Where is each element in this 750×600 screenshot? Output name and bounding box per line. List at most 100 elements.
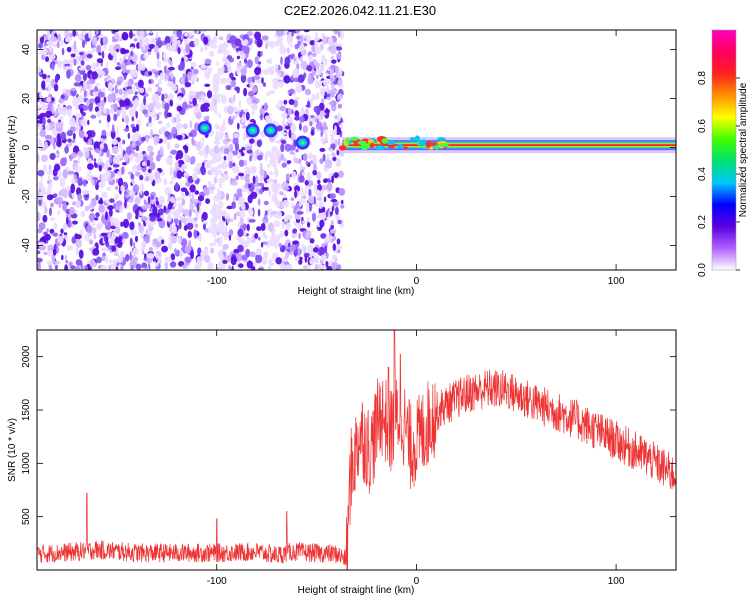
heatmap-noise-speckle [266, 92, 270, 96]
heatmap-noise-speckle [80, 107, 84, 115]
heatmap-noise-speckle [67, 138, 72, 143]
heatmap-noise-speckle [322, 88, 325, 97]
colorbar-tick-label: 0.2 [697, 215, 708, 229]
heatmap-noise-speckle [223, 155, 227, 161]
heatmap-noise-speckle [171, 234, 178, 244]
heatmap-noise-speckle [192, 68, 199, 75]
heatmap-noise-speckle [203, 45, 208, 51]
heatmap-noise-speckle [50, 202, 54, 208]
signal-band-blob [345, 137, 350, 144]
heatmap-noise-speckle [315, 121, 323, 130]
heatmap-noise-speckle [99, 197, 103, 204]
heatmap-noise-speckle [212, 232, 216, 238]
heatmap-noise-speckle [175, 135, 183, 140]
heatmap-noise-speckle [123, 74, 127, 80]
heatmap-noise-speckle [323, 178, 328, 183]
heatmap-noise-speckle [191, 193, 194, 203]
snr-x-ticks: -100 0 100 [207, 330, 625, 587]
heatmap-noise-speckle [196, 202, 200, 212]
heatmap-noise-speckle [224, 225, 228, 233]
heatmap-noise-speckle [304, 180, 309, 186]
heatmap-noise-speckle [100, 137, 107, 143]
heatmap-noise-speckle [214, 87, 218, 97]
heatmap-noise-speckle [171, 176, 176, 181]
heatmap-noise-speckle [255, 175, 259, 183]
heatmap-noise-speckle [301, 166, 306, 171]
heatmap-noise-speckle [267, 222, 274, 232]
heatmap-noise-speckle [87, 163, 94, 171]
heatmap-noise-speckle [38, 180, 44, 191]
colorbar-ticks: 0.0 0.2 0.4 0.6 0.8 [697, 71, 740, 277]
heatmap-noise-speckle [67, 108, 72, 117]
heatmap-noise-speckle [217, 207, 222, 216]
heatmap-noise-speckle [166, 142, 171, 150]
heatmap-noise-speckle [237, 228, 244, 237]
heatmap-noise-speckle [61, 47, 65, 56]
heatmap-noise-speckle [49, 153, 56, 160]
heatmap-noise-speckle [273, 213, 278, 218]
heatmap-noise-speckle [260, 223, 266, 231]
heatmap-noise-speckle [213, 73, 220, 83]
heatmap-noise-speckle [112, 164, 120, 168]
heatmap-noise-speckle [314, 39, 318, 49]
heatmap-noise-speckle [54, 110, 57, 117]
heatmap-noise-speckle [284, 186, 290, 191]
heatmap-noise-speckle [110, 50, 118, 56]
heatmap-noise-speckle [277, 73, 281, 77]
colorbar-tick-label: 0.8 [697, 71, 708, 85]
heatmap-noise-speckle [248, 219, 256, 223]
heatmap-noise-speckle [114, 218, 120, 227]
heatmap-noise-speckle [217, 169, 223, 175]
heatmap-noise-speckle [132, 85, 136, 92]
heatmap-noise-speckle [53, 163, 61, 172]
heatmap-noise-speckle [256, 38, 263, 48]
heatmap-noise-speckle [94, 96, 101, 104]
heatmap-noise-speckle [43, 141, 48, 150]
heatmap-noise-speckle [134, 235, 139, 243]
heatmap-noise-speckle [282, 193, 287, 199]
heatmap-noise-speckle [199, 141, 205, 148]
heatmap-noise-speckle [328, 101, 334, 106]
heatmap-noise-speckle [131, 68, 138, 78]
heatmap-noise-speckle [248, 208, 254, 217]
heatmap-noise-speckle [67, 170, 75, 175]
heatmap-noise-speckle [138, 222, 141, 227]
heatmap-noise-speckle [194, 223, 198, 228]
heatmap-noise-speckle [270, 67, 273, 76]
heatmap-noise-speckle [158, 168, 163, 173]
heatmap-noise-speckle [210, 104, 215, 112]
heatmap-noise-speckle [324, 108, 331, 114]
heatmap-noise-speckle [330, 136, 335, 144]
heatmap-noise-speckle [132, 103, 136, 108]
heatmap-noise-speckle [105, 132, 109, 138]
heatmap-noise-speckle [48, 164, 52, 172]
heatmap-noise-speckle [55, 238, 58, 246]
heatmap-noise-speckle [50, 137, 55, 145]
heatmap-noise-speckle [39, 129, 46, 138]
heatmap-noise-speckle [110, 129, 116, 140]
heatmap-noise-speckle [64, 145, 69, 154]
heatmap-noise-speckle [60, 228, 64, 234]
heatmap-noise-speckle [276, 125, 283, 132]
heatmap-noise-speckle [214, 123, 219, 130]
heatmap-noise-speckle [262, 187, 270, 191]
heatmap-noise-speckle [314, 263, 319, 270]
heatmap-noise-speckle [226, 205, 233, 210]
snr-y-tick-label: 500 [21, 508, 32, 525]
heatmap-noise-speckle [53, 83, 59, 92]
heatmap-noise-speckle [318, 213, 323, 218]
heatmap-noise-speckle [288, 129, 292, 139]
heatmap-noise-speckle [96, 110, 102, 118]
heatmap-noise-speckle [243, 39, 249, 45]
heatmap-noise-speckle [102, 252, 106, 257]
heatmap-noise-speckle [134, 91, 138, 95]
heatmap-noise-speckle [159, 72, 164, 81]
heatmap-noise-speckle [115, 200, 123, 207]
heatmap-noise-speckle [257, 198, 261, 206]
heatmap-noise-speckle [309, 202, 312, 212]
heatmap-noise-speckle [329, 91, 335, 98]
heatmap-noise-speckle [300, 106, 305, 115]
heatmap-signal-band [338, 135, 676, 154]
heatmap-noise-speckle [279, 45, 287, 55]
heatmap-noise-speckle [288, 144, 296, 151]
